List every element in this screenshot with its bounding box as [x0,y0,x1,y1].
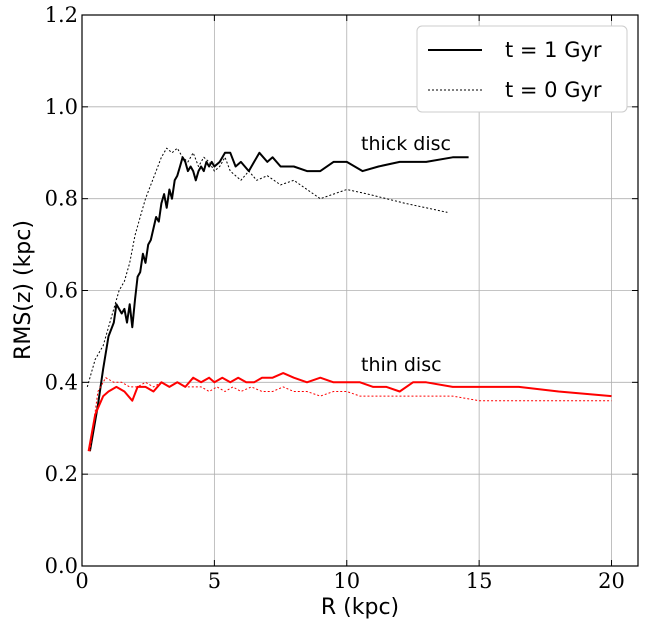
y-tick-label: 0.4 [45,370,78,394]
y-tick-label: 0.8 [45,187,78,211]
series-thick-disc-t0-line [86,147,448,388]
y-tick-label: 0.0 [45,554,78,578]
x-tick-label: 0 [75,569,88,593]
series-thin-disc-t1-line [87,372,612,452]
series-thick-disc-t1-line [88,151,469,452]
ticks: 0 5 10 15 20 0.0 0.2 0.4 0.6 0.8 1.0 1.2 [45,3,638,593]
y-tick-label: 1.2 [45,3,78,27]
y-tick-label: 0.2 [45,462,78,486]
y-tick-label: 1.0 [45,95,78,119]
legend-label-t1: t = 1 Gyr [505,38,602,62]
x-tick-label: 20 [598,569,625,593]
annotation-thin-disc: thin disc [361,354,442,376]
x-axis-label: R (kpc) [321,595,399,620]
x-tick-label: 10 [333,569,360,593]
legend-label-t0: t = 0 Gyr [505,78,602,102]
series-layer [86,147,612,452]
y-tick-label: 0.6 [45,279,78,303]
x-tick-label: 15 [466,569,493,593]
x-tick-label: 5 [208,569,221,593]
annotation-thick-disc: thick disc [361,133,451,155]
y-axis-label: RMS(z) (kpc) [11,220,36,360]
legend: t = 1 Gyr t = 0 Gyr [416,25,628,113]
